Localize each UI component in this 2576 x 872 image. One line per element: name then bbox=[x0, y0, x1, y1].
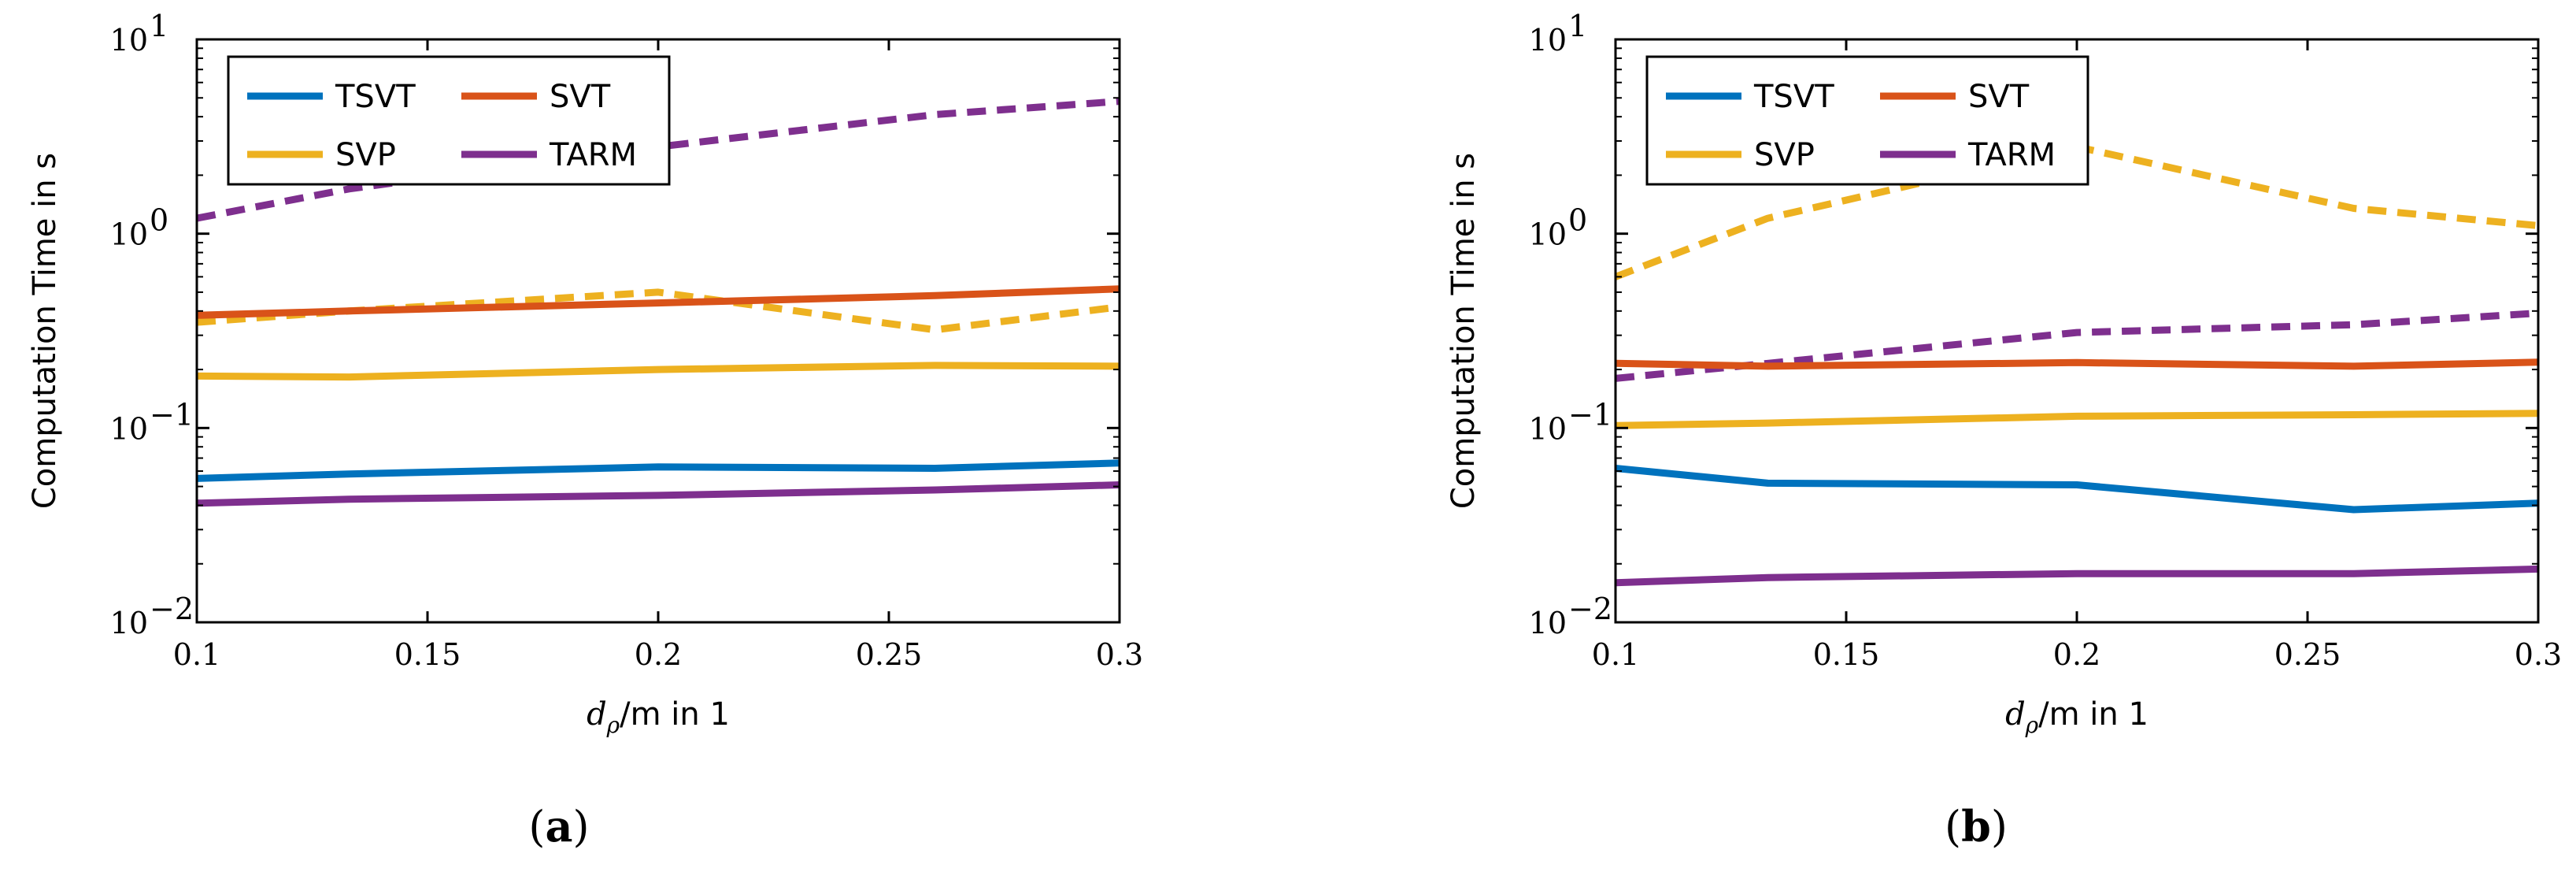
y-tick-label: 10 bbox=[1529, 217, 1567, 252]
x-tick-label: 0.15 bbox=[394, 637, 461, 672]
y-tick-exponent: −2 bbox=[150, 592, 194, 626]
y-tick-exponent: −2 bbox=[1568, 592, 1612, 626]
series-line-svp-solid bbox=[1615, 410, 2539, 429]
series-line-tsvt-solid bbox=[1615, 465, 2539, 514]
legend-box bbox=[227, 55, 671, 186]
legend-label-svp: SVP bbox=[335, 137, 396, 173]
legend-label-svt: SVT bbox=[550, 79, 611, 115]
series-line-svt-solid bbox=[196, 285, 1120, 319]
y-tick-label: 10 bbox=[110, 23, 148, 58]
y-tick-label: 10 bbox=[110, 606, 148, 640]
legend-box bbox=[1645, 55, 2089, 186]
x-tick-label: 0.25 bbox=[2274, 637, 2341, 672]
y-axis-label: Computation Time in s bbox=[27, 153, 63, 509]
x-axis-label: dρ/m in 1 bbox=[587, 696, 730, 738]
legend-label-tarm: TARM bbox=[1967, 137, 2056, 173]
y-tick-label: 10 bbox=[1529, 411, 1567, 446]
x-tick-label: 0.2 bbox=[635, 637, 682, 672]
x-tick-label: 0.25 bbox=[856, 637, 923, 672]
x-tick-label: 0.1 bbox=[173, 637, 220, 672]
x-tick-label: 0.15 bbox=[1813, 637, 1880, 672]
legend-label-tarm: TARM bbox=[549, 137, 637, 173]
x-tick-label: 0.3 bbox=[1096, 637, 1143, 672]
legend: TSVT SVT SVP TARM bbox=[1645, 55, 2089, 186]
legend-label-tsvt: TSVT bbox=[335, 79, 416, 115]
y-tick-exponent: 1 bbox=[1568, 9, 1587, 43]
x-tick-label: 0.1 bbox=[1592, 637, 1639, 672]
x-tick-label: 0.3 bbox=[2515, 637, 2562, 672]
legend-label-svt: SVT bbox=[1968, 79, 2030, 115]
caption-a: (a) bbox=[528, 801, 589, 852]
x-tick-label: 0.2 bbox=[2053, 637, 2100, 672]
caption-b: (b) bbox=[1945, 801, 2008, 852]
legend-label-svp: SVP bbox=[1754, 137, 1815, 173]
y-tick-label: 10 bbox=[1529, 606, 1567, 640]
series-line-svp-solid bbox=[196, 362, 1120, 381]
y-tick-exponent: 0 bbox=[150, 203, 168, 238]
y-tick-label: 10 bbox=[110, 217, 148, 252]
y-tick-exponent: 0 bbox=[1568, 203, 1587, 238]
y-tick-exponent: 1 bbox=[150, 9, 168, 43]
y-tick-label: 10 bbox=[110, 411, 148, 446]
y-tick-exponent: −1 bbox=[1568, 397, 1612, 432]
series-line-tsvt-solid bbox=[196, 459, 1120, 482]
legend-label-tsvt: TSVT bbox=[1753, 79, 1834, 115]
series-line-tarm-solid bbox=[1615, 565, 2539, 587]
legend: TSVT SVT SVP TARM bbox=[227, 55, 671, 186]
y-tick-exponent: −1 bbox=[150, 397, 194, 432]
series-line-tarm-solid bbox=[196, 481, 1120, 507]
y-tick-label: 10 bbox=[1529, 23, 1567, 58]
y-axis-label: Computation Time in s bbox=[1445, 153, 1482, 509]
series-line-svt-solid bbox=[1615, 358, 2539, 370]
x-axis-label: dρ/m in 1 bbox=[2005, 696, 2149, 738]
